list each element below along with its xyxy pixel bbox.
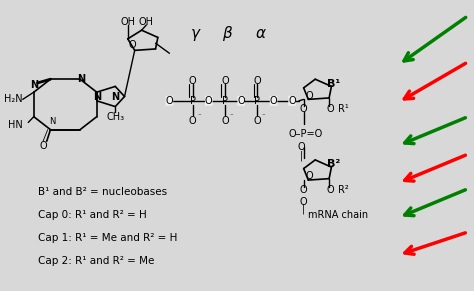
Text: CH₃: CH₃	[106, 112, 124, 122]
Text: ⁻: ⁻	[229, 114, 233, 120]
Text: O: O	[326, 185, 334, 195]
Text: OH: OH	[120, 17, 135, 26]
Text: O: O	[300, 185, 308, 195]
Text: N: N	[49, 116, 55, 125]
Text: O: O	[221, 76, 229, 86]
Text: N: N	[93, 91, 101, 102]
Text: |: |	[300, 150, 303, 161]
Text: O: O	[305, 91, 313, 101]
Text: O: O	[288, 96, 296, 106]
Text: O: O	[128, 40, 136, 50]
Text: |: |	[302, 204, 305, 214]
Text: N: N	[30, 80, 38, 90]
Text: O: O	[254, 116, 261, 126]
Text: P: P	[255, 96, 260, 106]
Text: O–P=O: O–P=O	[289, 129, 323, 139]
Text: B¹: B¹	[327, 79, 340, 88]
Text: B¹ and B² = nucleobases: B¹ and B² = nucleobases	[37, 187, 167, 197]
Text: O: O	[165, 96, 173, 106]
Text: O: O	[205, 96, 212, 106]
Text: mRNA chain: mRNA chain	[308, 210, 368, 220]
Text: ⁻: ⁻	[197, 114, 201, 120]
Text: O: O	[237, 96, 245, 106]
Text: P: P	[190, 96, 196, 106]
Text: B²: B²	[327, 159, 340, 169]
Text: Cap 1: R¹ = Me and R² = H: Cap 1: R¹ = Me and R² = H	[37, 233, 177, 243]
Text: O: O	[221, 116, 229, 126]
Text: Cap 2: R¹ and R² = Me: Cap 2: R¹ and R² = Me	[37, 256, 154, 266]
Text: O: O	[300, 197, 308, 207]
Text: R²: R²	[338, 185, 349, 195]
Text: H₂N: H₂N	[4, 94, 23, 104]
Text: O: O	[298, 142, 306, 152]
Text: O: O	[300, 104, 308, 114]
Text: HN: HN	[8, 120, 23, 130]
Text: α: α	[255, 26, 265, 40]
Text: O: O	[270, 96, 277, 106]
Text: R¹: R¹	[338, 104, 349, 114]
Text: O: O	[326, 104, 334, 114]
Text: N: N	[111, 91, 119, 102]
Text: O: O	[189, 76, 196, 86]
Text: O: O	[189, 116, 196, 126]
Text: γ: γ	[191, 26, 200, 40]
Text: N: N	[77, 74, 85, 84]
Text: Cap 0: R¹ and R² = H: Cap 0: R¹ and R² = H	[37, 210, 146, 220]
Text: OH: OH	[139, 17, 154, 26]
Text: O: O	[305, 171, 313, 181]
Text: O: O	[254, 76, 261, 86]
Text: O: O	[39, 141, 47, 150]
Text: β: β	[222, 26, 232, 40]
Text: ⁻: ⁻	[262, 114, 266, 120]
Text: P: P	[222, 96, 228, 106]
